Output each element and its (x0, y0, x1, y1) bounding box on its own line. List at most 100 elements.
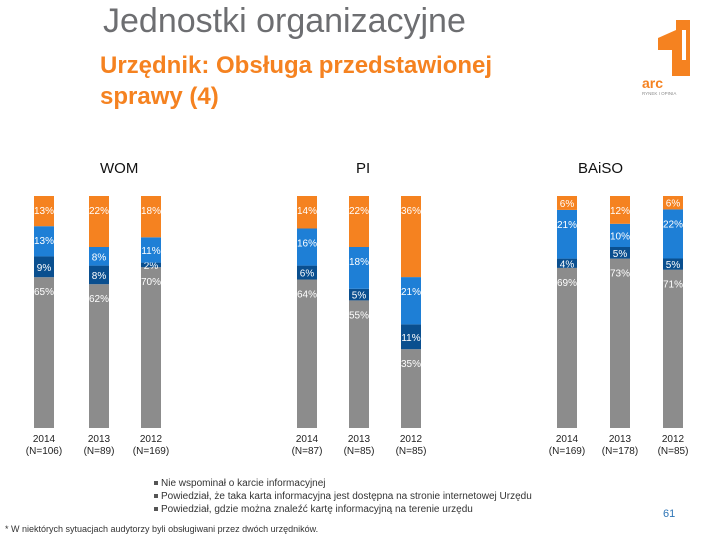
x-tick-year: 2012 (400, 434, 423, 445)
group-label-wom: WOM (100, 160, 139, 177)
x-tick-year: 2013 (88, 434, 111, 445)
bar-value-label: 21% (401, 287, 421, 298)
bar-segment (401, 324, 421, 350)
bar-segment (557, 258, 577, 268)
x-tick-year: 2014 (556, 434, 579, 445)
bar-value-label: 14% (297, 206, 317, 217)
bullet-icon (154, 494, 158, 499)
bar-segment (349, 288, 369, 301)
bar-segment (401, 196, 421, 278)
bar-value-label: 62% (89, 294, 109, 305)
x-tick-sample-size: (N=85) (658, 446, 689, 457)
bar-value-label: 18% (141, 206, 161, 217)
bar-segment (297, 265, 317, 280)
bar-value-label: 13% (34, 206, 54, 217)
bar-value-label: 11% (141, 246, 160, 257)
bar-value-label: 69% (557, 278, 577, 289)
x-tick-sample-size: (N=89) (84, 446, 115, 457)
bar-value-label: 11% (401, 333, 420, 344)
x-tick-year: 2012 (662, 434, 685, 445)
x-tick-sample-size: (N=178) (602, 446, 638, 457)
bar-value-label: 5% (352, 291, 367, 302)
bar-value-label: 22% (349, 206, 369, 217)
bar-value-label: 64% (297, 290, 317, 301)
bar-segment (34, 256, 54, 278)
bar-value-label: 71% (663, 280, 683, 291)
bar-value-label: 5% (666, 260, 681, 271)
bar-segment (349, 300, 369, 428)
bar-value-label: 16% (297, 239, 317, 250)
bar-value-label: 10% (610, 231, 630, 242)
legend-item: Nie wspominał o karcie informacyjnej (154, 477, 532, 490)
x-tick-sample-size: (N=85) (344, 446, 375, 457)
bar-segment (663, 269, 683, 428)
bar-segment (557, 267, 577, 428)
bar-segment (349, 247, 369, 289)
bar-segment (663, 196, 683, 210)
x-tick-year: 2013 (348, 434, 371, 445)
x-tick-year: 2013 (609, 434, 632, 445)
bar-value-label: 65% (34, 287, 54, 298)
bar-value-label: 2% (144, 261, 159, 272)
bar-value-label: 21% (557, 220, 577, 231)
bar-segment (610, 223, 630, 247)
bar-value-label: 6% (666, 199, 681, 210)
bar-segment (141, 237, 161, 263)
bar-segment (141, 267, 161, 428)
footnote: * W niektórych sytuacjach audytorzy byli… (5, 524, 319, 534)
bullet-icon (154, 507, 158, 512)
bar-segment (557, 196, 577, 210)
bar-value-label: 8% (92, 252, 107, 263)
bar-segment (663, 258, 683, 270)
bar-value-label: 22% (89, 206, 109, 217)
bar-value-label: 13% (34, 236, 54, 247)
x-tick-sample-size: (N=169) (133, 446, 169, 457)
bar-segment (89, 265, 109, 285)
bar-value-label: 70% (141, 277, 161, 288)
page-title: Jednostki organizacyjne (103, 2, 466, 40)
bar-segment (141, 196, 161, 238)
logo-text: arc (642, 75, 663, 91)
bar-segment (349, 196, 369, 247)
bar-value-label: 36% (401, 206, 421, 217)
bar-segment (89, 196, 109, 247)
bar-value-label: 22% (663, 219, 683, 230)
bar-value-label: 35% (401, 359, 421, 370)
page-number: 61 (663, 508, 676, 520)
x-tick-year: 2014 (33, 434, 56, 445)
logo-tagline: RYNEK I OPINIA (642, 91, 676, 96)
legend: Nie wspominał o karcie informacyjnej Pow… (154, 477, 532, 516)
group-label-pi: PI (356, 160, 371, 177)
bar-segment (34, 277, 54, 428)
bar-value-label: 6% (300, 269, 315, 280)
bar-segment (610, 258, 630, 428)
arc-logo: arc RYNEK I OPINIA (642, 20, 690, 96)
bar-segment (557, 209, 577, 259)
legend-item-text: Powiedział, gdzie można znaleźć kartę in… (161, 504, 473, 515)
x-tick-sample-size: (N=106) (26, 446, 62, 457)
bar-value-label: 8% (92, 271, 107, 282)
bar-value-label: 12% (610, 206, 630, 217)
legend-item-text: Powiedział, że taka karta informacyjna j… (161, 491, 532, 502)
bar-segment (297, 196, 317, 229)
bar-segment (401, 277, 421, 325)
legend-item-text: Nie wspominał o karcie informacyjnej (161, 478, 326, 489)
bar-segment (141, 262, 161, 268)
bar-value-label: 4% (560, 259, 575, 270)
logo-beam-icon (682, 30, 686, 60)
x-tick-year: 2012 (140, 434, 163, 445)
page-subtitle: Urzędnik: Obsługa przedstawionej sprawy … (100, 52, 493, 110)
bar-segment (610, 196, 630, 224)
bar-segment (89, 247, 109, 266)
x-tick-year: 2014 (296, 434, 319, 445)
bar-value-label: 55% (349, 310, 369, 321)
group-label-baiso: BAiSO (578, 160, 624, 177)
bar-value-label: 9% (37, 263, 52, 274)
legend-item: Powiedział, że taka karta informacyjna j… (154, 490, 532, 503)
bar-segment (610, 247, 630, 259)
x-tick-sample-size: (N=87) (292, 446, 323, 457)
bar-value-label: 6% (560, 199, 575, 210)
x-tick-sample-size: (N=85) (396, 446, 427, 457)
bar-value-label: 73% (610, 269, 630, 280)
